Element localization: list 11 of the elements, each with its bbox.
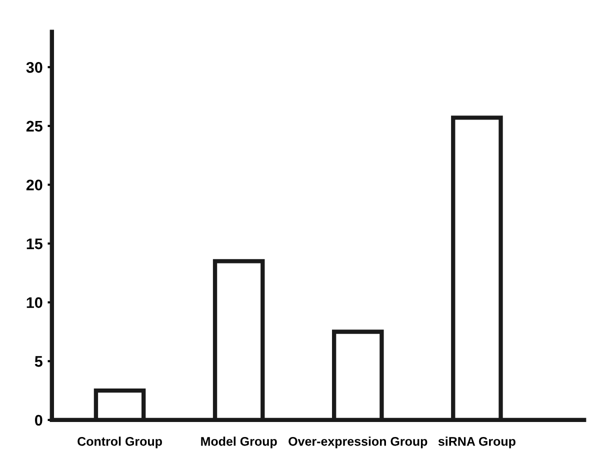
y-tick-label: 5 [34, 356, 42, 367]
y-tick-label: 30 [26, 62, 42, 73]
x-tick-label: Model Group [201, 436, 277, 448]
y-tick-label: 10 [26, 297, 42, 308]
y-tick-label: 25 [26, 120, 42, 132]
y-tick-label: 0 [35, 414, 42, 426]
y-tick-label: 20 [26, 180, 42, 190]
x-tick-label: Over-expression Group [288, 436, 428, 448]
x-tick-label: Control Group [78, 436, 162, 448]
y-tick-label: 15 [26, 238, 42, 250]
x-tick-label: siRNA Group [438, 436, 516, 448]
